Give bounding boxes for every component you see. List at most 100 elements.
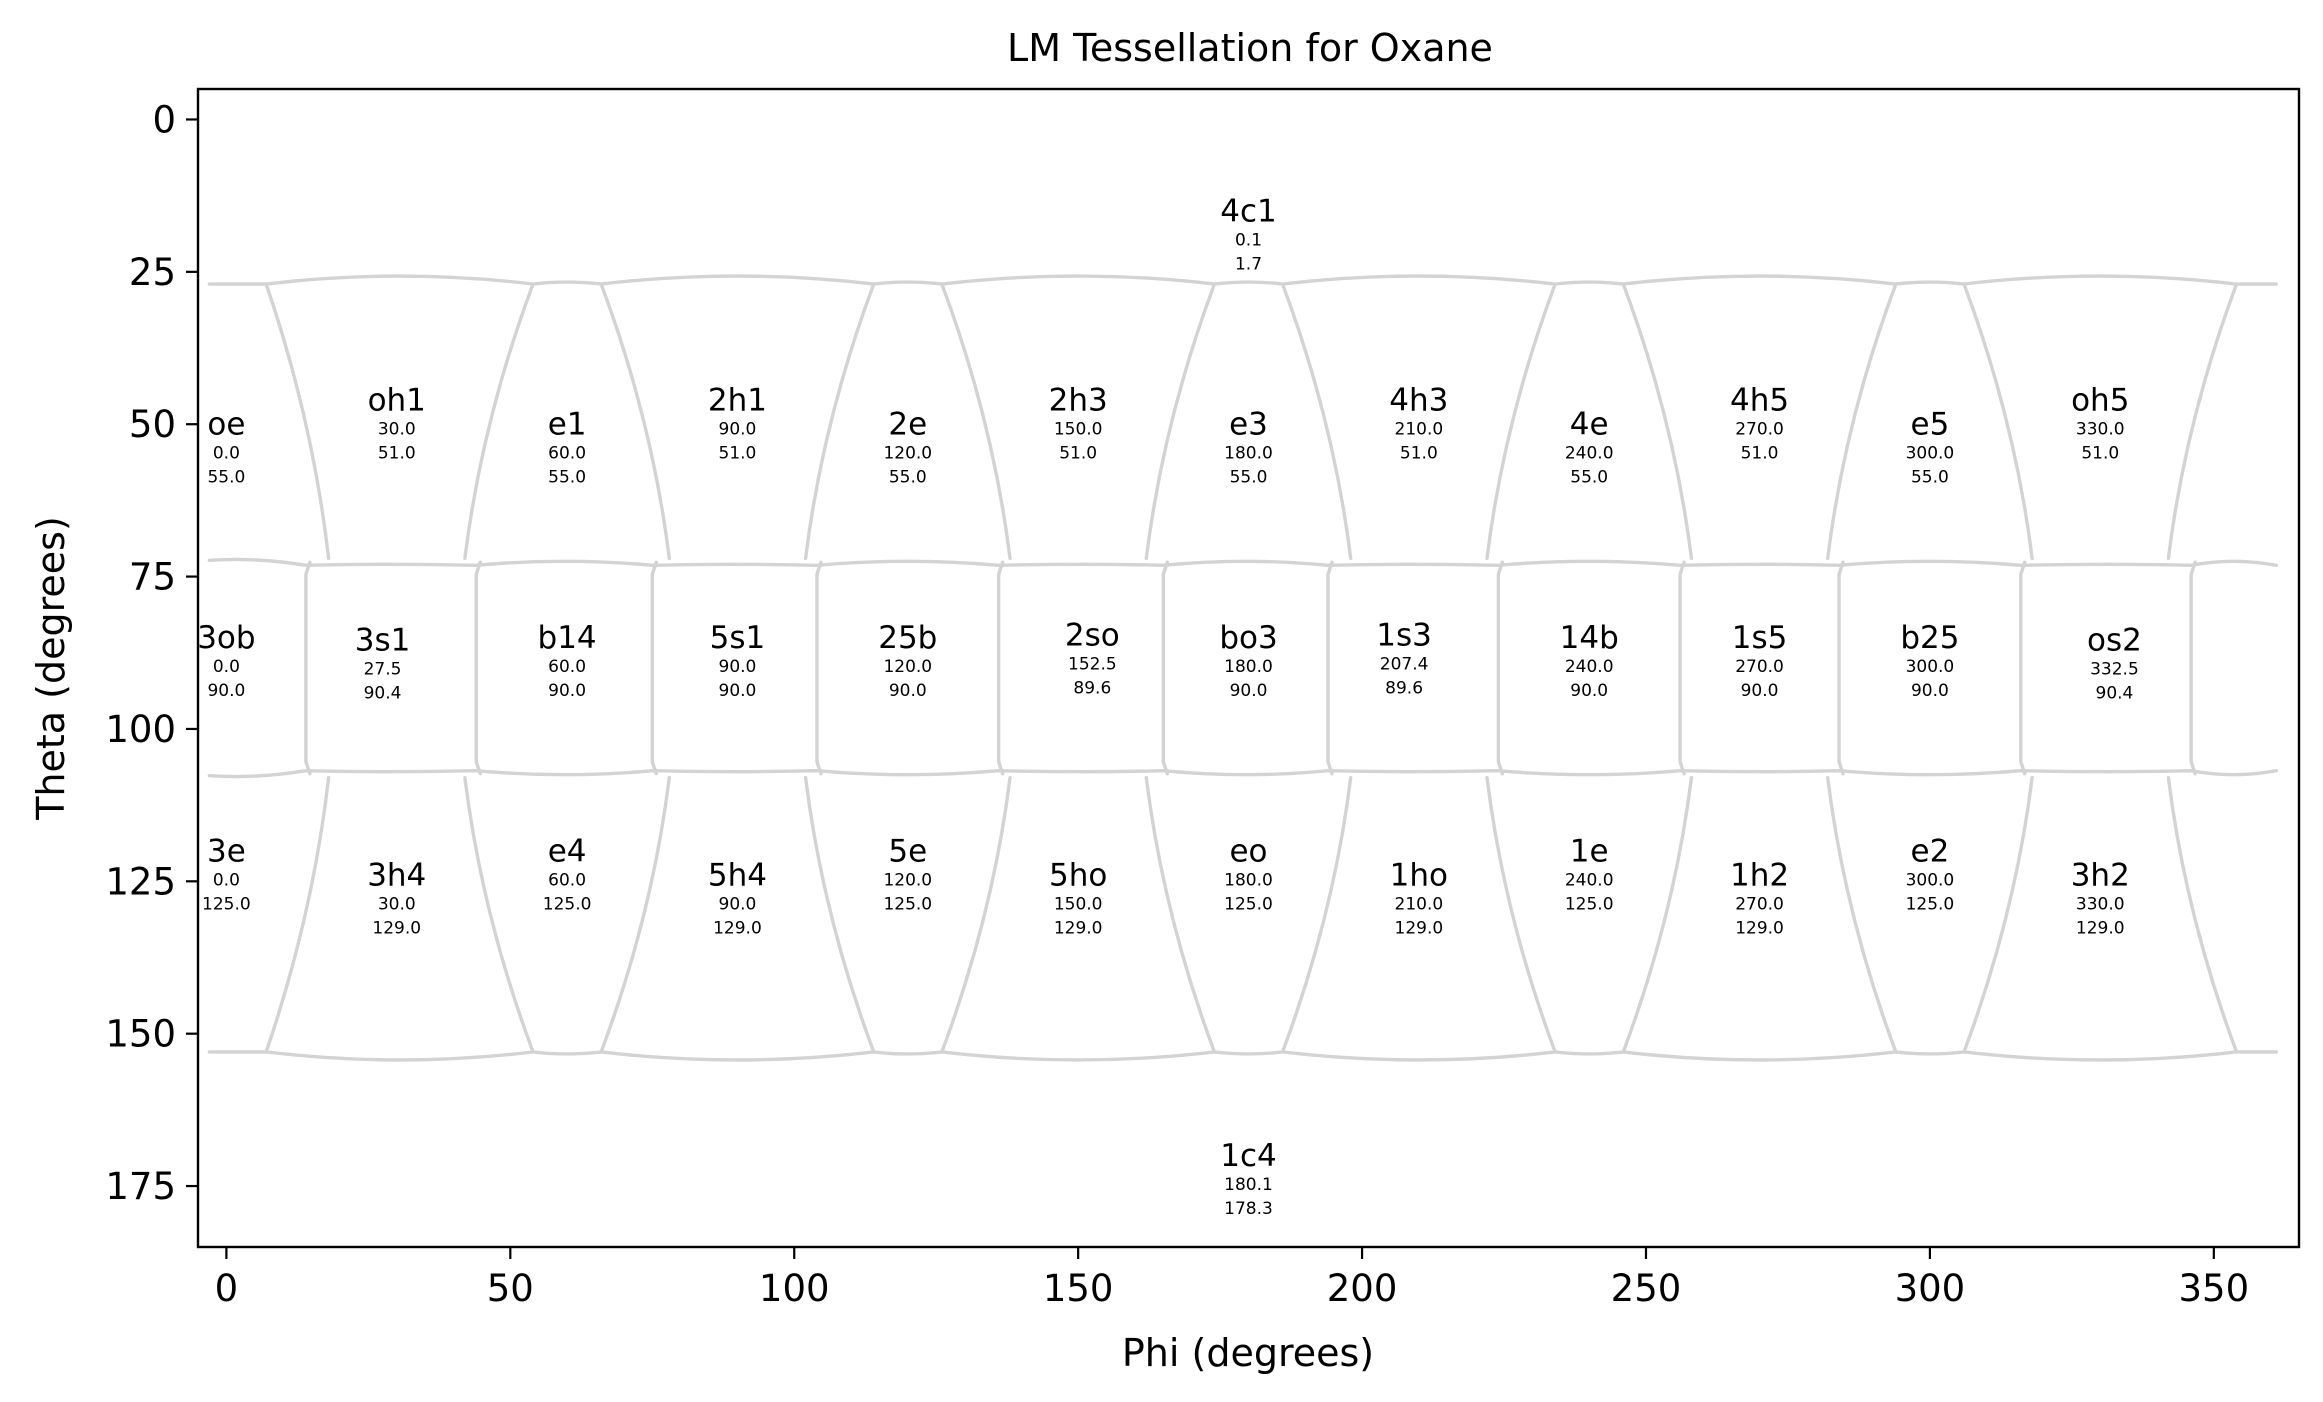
point-phi: 330.0 bbox=[2076, 895, 2125, 915]
point-theta: 125.0 bbox=[1565, 894, 1614, 914]
lower-cell-edge bbox=[803, 776, 876, 1054]
y-axis-label: Theta (degrees) bbox=[29, 516, 73, 821]
point-theta: 90.0 bbox=[719, 681, 757, 701]
point-label-oe: oe0.0 55.0 bbox=[207, 407, 245, 488]
middle-cell-edge bbox=[1161, 560, 1170, 776]
point-phi: 180.0 bbox=[1224, 870, 1273, 890]
point-theta: 89.6 bbox=[1385, 679, 1423, 699]
point-theta: 55.0 bbox=[548, 468, 586, 488]
y-tick-label: 50 bbox=[129, 403, 176, 446]
upper-cell-edge bbox=[1144, 282, 1217, 560]
middle-cell-edge bbox=[1678, 560, 1686, 776]
lower-cell-edge bbox=[1825, 776, 1898, 1054]
point-name: 25b bbox=[878, 620, 937, 656]
x-tick-label: 150 bbox=[1043, 1267, 1114, 1310]
point-phi: 0.0 bbox=[213, 870, 240, 890]
point-name: 3ob bbox=[197, 620, 255, 656]
point-theta: 51.0 bbox=[2081, 443, 2119, 463]
point-phi: 150.0 bbox=[1054, 419, 1103, 439]
point-theta: 55.0 bbox=[207, 468, 245, 488]
point-theta: 90.4 bbox=[364, 683, 402, 703]
point-name: 2so bbox=[1065, 618, 1120, 654]
point-phi: 30.0 bbox=[378, 895, 416, 915]
point-phi: 240.0 bbox=[1565, 657, 1614, 677]
point-phi: 180.1 bbox=[1224, 1175, 1273, 1195]
middle-cell-edge bbox=[1837, 560, 1845, 776]
middle-cell-edge bbox=[474, 560, 482, 776]
lower-cell-edge bbox=[463, 776, 535, 1054]
y-tick-label: 0 bbox=[152, 98, 176, 141]
lower-cell-edge bbox=[1621, 776, 1694, 1054]
lower-cell-edge bbox=[1485, 776, 1557, 1054]
point-phi: 180.0 bbox=[1224, 444, 1273, 464]
x-tick-label: 0 bbox=[215, 1267, 239, 1310]
point-theta: 129.0 bbox=[1395, 919, 1444, 939]
point-name: 2h1 bbox=[708, 382, 767, 418]
point-theta: 55.0 bbox=[1570, 468, 1608, 488]
point-name: oh1 bbox=[368, 382, 426, 418]
point-theta: 51.0 bbox=[719, 443, 757, 463]
point-name: b14 bbox=[538, 620, 597, 656]
point-theta: 125.0 bbox=[883, 894, 932, 914]
upper-cell-edge bbox=[264, 282, 331, 560]
y-tick-label: 125 bbox=[105, 860, 176, 903]
lower-cell-edge bbox=[264, 776, 331, 1054]
point-phi: 270.0 bbox=[1735, 657, 1784, 677]
x-tick-label: 300 bbox=[1895, 1267, 1966, 1310]
point-phi: 210.0 bbox=[1395, 419, 1444, 439]
point-name: 3s1 bbox=[355, 622, 411, 658]
point-name: 3h2 bbox=[2071, 858, 2130, 894]
point-phi: 270.0 bbox=[1735, 895, 1784, 915]
x-tick-label: 350 bbox=[2179, 1267, 2250, 1310]
y-tick-label: 150 bbox=[105, 1013, 176, 1056]
point-phi: 30.0 bbox=[378, 419, 416, 439]
middle-cell-edge bbox=[996, 560, 1005, 776]
point-theta: 55.0 bbox=[889, 468, 927, 488]
y-tick-label: 175 bbox=[105, 1165, 176, 1208]
point-phi: 152.5 bbox=[1068, 655, 1117, 675]
point-phi: 27.5 bbox=[364, 659, 402, 679]
point-theta: 129.0 bbox=[372, 919, 421, 939]
chart-title: LM Tessellation for Oxane bbox=[1007, 26, 1493, 70]
point-theta: 90.0 bbox=[1570, 681, 1608, 701]
point-name: bo3 bbox=[1219, 620, 1277, 656]
lower-cell-edge bbox=[940, 776, 1012, 1054]
point-phi: 300.0 bbox=[1906, 444, 1955, 464]
point-phi: 240.0 bbox=[1565, 870, 1614, 890]
point-theta: 90.0 bbox=[1741, 681, 1779, 701]
point-name: 1s3 bbox=[1376, 618, 1432, 654]
x-axis: 0 50 100 150 200 250 300 350 bbox=[215, 1247, 2250, 1310]
x-tick-label: 50 bbox=[487, 1267, 534, 1310]
point-theta: 125.0 bbox=[543, 894, 592, 914]
point-theta: 178.3 bbox=[1224, 1199, 1273, 1219]
point-phi: 240.0 bbox=[1565, 444, 1614, 464]
point-phi: 120.0 bbox=[883, 657, 932, 677]
point-phi: 120.0 bbox=[883, 870, 932, 890]
lower-cell-edge bbox=[1962, 776, 2034, 1054]
point-phi: 332.5 bbox=[2090, 659, 2139, 679]
point-name: e2 bbox=[1911, 833, 1950, 869]
point-phi: 120.0 bbox=[883, 444, 932, 464]
x-tick-label: 250 bbox=[1611, 1267, 1682, 1310]
point-name: 4h5 bbox=[1730, 382, 1789, 418]
point-phi: 207.4 bbox=[1380, 655, 1429, 675]
point-name: oh5 bbox=[2071, 382, 2129, 418]
middle-cell-edge bbox=[2019, 560, 2027, 776]
y-tick-label: 75 bbox=[129, 556, 176, 599]
lower-cell-edge bbox=[1144, 776, 1217, 1054]
point-labels: 4c10.11.7oe0.055.0oh130.051.0e160.055.02… bbox=[197, 193, 2142, 1219]
lower-bottom-boundary bbox=[207, 1050, 2278, 1062]
point-theta: 129.0 bbox=[1735, 919, 1784, 939]
